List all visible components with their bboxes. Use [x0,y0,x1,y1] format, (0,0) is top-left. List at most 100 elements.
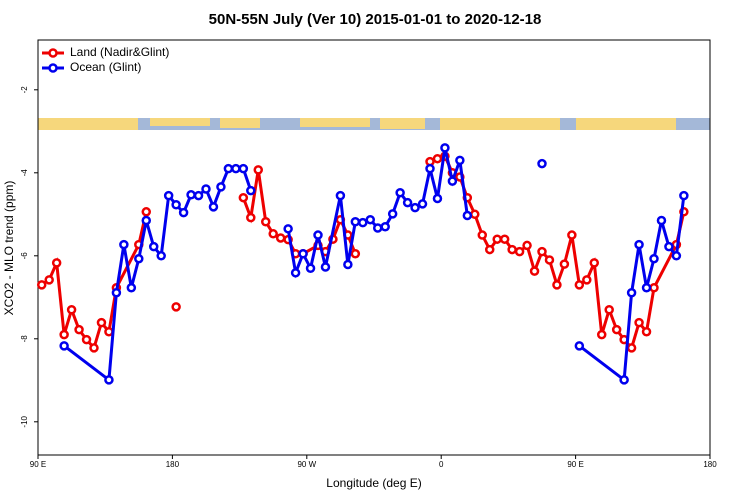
data-point [104,375,114,385]
data-point [193,190,204,201]
data-point [59,329,69,340]
data-point [372,223,383,233]
data-point [664,241,674,252]
data-point [679,190,689,201]
data-point [134,253,144,264]
data-point [335,190,346,201]
data-point [611,324,622,335]
data-point [126,283,137,293]
data-point [455,155,465,166]
data-point [395,187,405,198]
data-point [260,217,271,227]
data-point [641,326,652,337]
data-point [604,305,614,315]
data-point [305,263,316,273]
data-point [582,275,592,285]
data-point [178,207,189,218]
y-tick-label: -10 [20,415,29,427]
data-point [111,287,122,298]
data-point [462,210,473,221]
chart-title: 50N-55N July (Ver 10) 2015-01-01 to 2020… [209,11,542,28]
data-point [238,192,249,203]
data-point [238,163,249,174]
data-point [119,239,129,250]
data-point [380,222,390,232]
data-point [537,246,547,257]
x-axis-label: Longitude (deg E) [326,476,421,490]
data-point [484,244,495,255]
data-point [477,230,488,240]
data-point [358,217,368,228]
data-point [51,258,62,268]
data-point [320,262,331,272]
data-point [186,190,196,200]
data-point [529,266,540,276]
series-line [578,195,686,383]
data-point [36,280,47,290]
series-line [286,147,469,279]
data-point [171,302,181,312]
data-point [74,324,84,335]
legend-label: Land (Nadir&Glint) [70,45,169,59]
data-point [634,239,644,250]
data-point [537,158,547,169]
data-point [514,246,525,257]
data-point [574,280,585,290]
x-tick-label: 90 E [567,460,583,469]
plot-frame [37,39,711,456]
data-point [156,251,166,261]
data-point [163,190,174,201]
data-point [148,241,159,252]
data-point [216,182,226,192]
series-line [429,154,686,351]
y-tick-label: -2 [20,86,29,94]
data-point [350,217,361,227]
data-point [246,185,256,196]
data-point [507,244,517,255]
data-point [313,230,323,240]
data-point [223,163,234,174]
data-point [417,199,428,209]
data-point [208,202,219,212]
data-point [298,248,308,259]
data-point [89,343,99,353]
x-tick-label: 180 [166,460,180,469]
data-point [626,287,637,298]
data-point [649,283,659,293]
data-point [492,234,502,244]
data-point [649,253,659,264]
data-point [589,258,600,268]
y-axis-label: XCO2 - MLO trend (ppm) [2,181,16,316]
data-point [641,283,652,293]
data-point [268,229,278,239]
data-point [410,202,420,213]
data-point [499,234,510,244]
data-point [387,209,398,219]
data-point [402,197,413,208]
data-point [671,251,682,261]
data-point [171,200,181,210]
data-point [253,165,264,175]
legend-label: Ocean (Glint) [70,60,141,74]
x-tick-label: 90 W [297,460,316,469]
x-tick-label: 90 E [30,460,46,469]
data-point [656,215,667,226]
data-point [567,230,577,240]
data-point [634,317,644,328]
data-point [544,255,555,265]
data-point [201,184,211,194]
data-point [231,163,241,174]
data-point [365,214,376,225]
data-point [275,233,286,243]
data-point [470,209,480,220]
y-tick-label: -4 [20,169,29,177]
y-tick-label: -8 [20,335,29,343]
data-point [432,153,443,164]
legend-marker [48,63,58,73]
data-point [96,317,107,328]
data-point [343,259,353,270]
legend: Land (Nadir&Glint)Ocean (Glint) [42,45,169,74]
data-point [81,334,92,345]
data-point [141,207,152,217]
data-point [290,268,301,278]
